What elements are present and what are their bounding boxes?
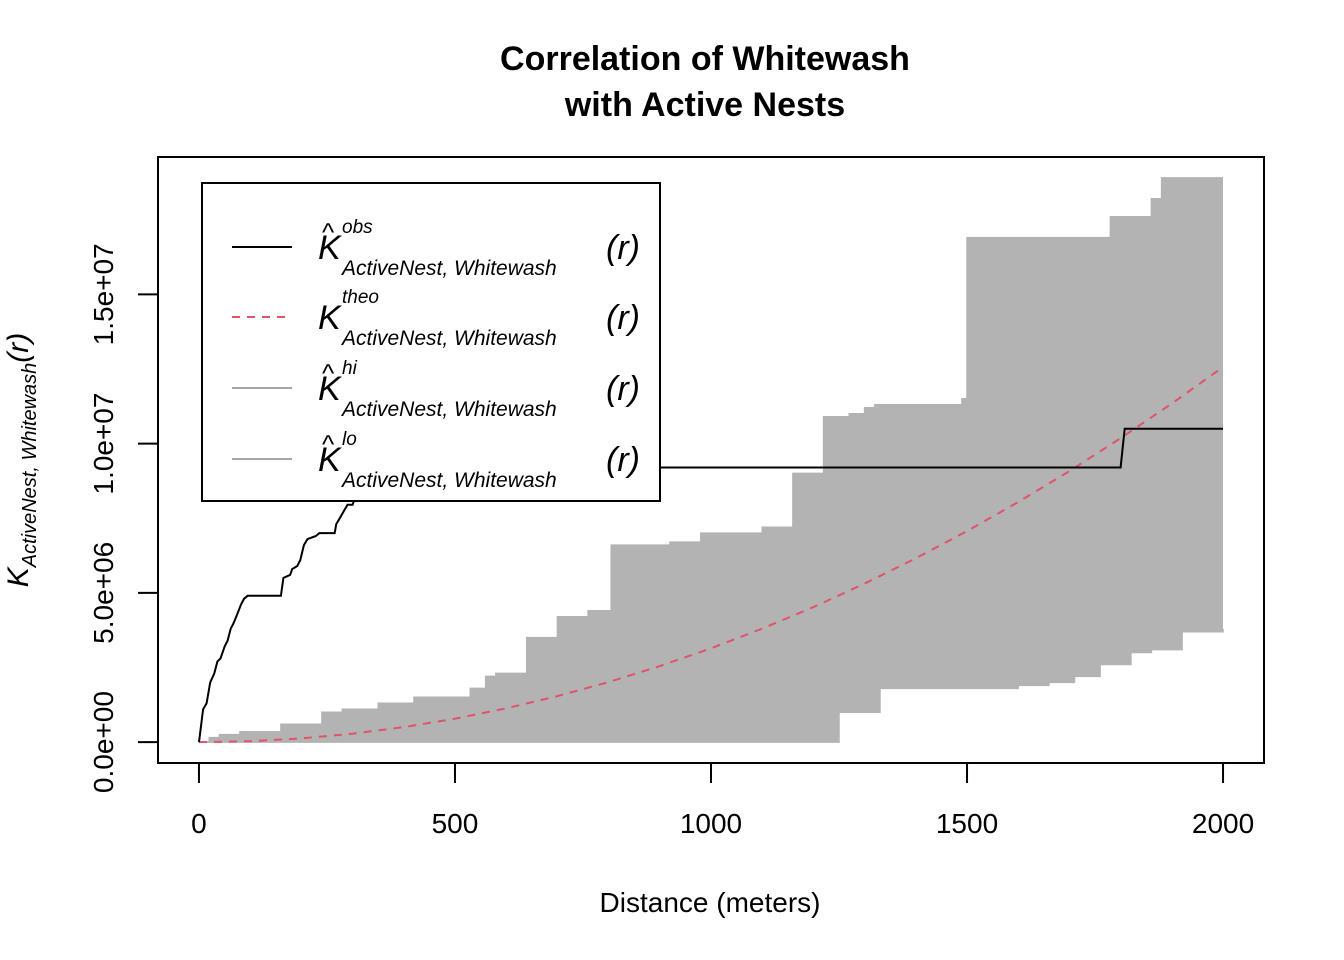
hat-accent: ^	[322, 358, 335, 388]
legend-item-lo: K^ lo ActiveNest, Whitewash (r)	[232, 429, 640, 492]
chart-title-line: Correlation of Whitewash	[500, 40, 910, 78]
legend-label-base: K	[318, 229, 342, 267]
y-tick-label: 1.5e+07	[88, 243, 119, 345]
legend-label-sub: ActiveNest, Whitewash	[340, 327, 557, 350]
legend-label-arg: (r)	[606, 229, 640, 267]
legend-label-base: K	[318, 370, 342, 408]
x-axis-label: Distance (meters)	[600, 887, 821, 918]
legend-item-hi: K^ hi ActiveNest, Whitewash (r)	[232, 358, 640, 421]
chart-title-line: with Active Nests	[564, 86, 845, 124]
legend-label-sub: ActiveNest, Whitewash	[340, 257, 557, 280]
y-tick-label: 0.0e+00	[88, 691, 119, 793]
legend-label-sub: ActiveNest, Whitewash	[340, 398, 557, 421]
legend-label-arg: (r)	[606, 370, 640, 408]
y-tick-label: 5.0e+06	[88, 542, 119, 644]
x-tick-label: 1500	[936, 808, 998, 839]
chart-title: Correlation of Whitewash with Active Nest…	[500, 40, 910, 124]
legend-label-base: K	[318, 299, 342, 337]
legend-label-sub: ActiveNest, Whitewash	[340, 469, 557, 492]
hat-accent: ^	[322, 429, 335, 459]
legend-label-base: K	[318, 441, 342, 479]
y-axis-label-text: KActiveNest, Whitewash(r)	[2, 333, 41, 588]
series-theo-line	[198, 366, 1224, 744]
y-axis: 0.0e+00 5.0e+06 1.0e+07 1.5e+07	[88, 243, 159, 793]
y-tick-label: 1.0e+07	[88, 393, 119, 495]
legend-label-sup: lo	[342, 429, 357, 450]
legend-label-sup: obs	[342, 217, 373, 238]
legend-label-arg: (r)	[606, 299, 640, 337]
series-lo-line	[199, 628, 1224, 743]
y-axis-label: KActiveNest, Whitewash(r)	[2, 333, 41, 588]
x-tick-label: 2000	[1192, 808, 1254, 839]
legend-label-sup: theo	[342, 287, 379, 308]
x-tick-label: 500	[432, 808, 479, 839]
x-tick-label: 1000	[680, 808, 742, 839]
legend-label-arg: (r)	[606, 441, 640, 479]
legend-box	[201, 182, 661, 502]
legend-label-sup: hi	[342, 358, 358, 379]
hat-accent: ^	[322, 217, 335, 247]
x-tick-label: 0	[191, 808, 207, 839]
series-hi-line	[199, 177, 1223, 743]
legend-item-obs: K^ obs ActiveNest, Whitewash (r)	[232, 217, 640, 280]
x-axis: 0 500 1000 1500 2000	[191, 762, 1254, 839]
